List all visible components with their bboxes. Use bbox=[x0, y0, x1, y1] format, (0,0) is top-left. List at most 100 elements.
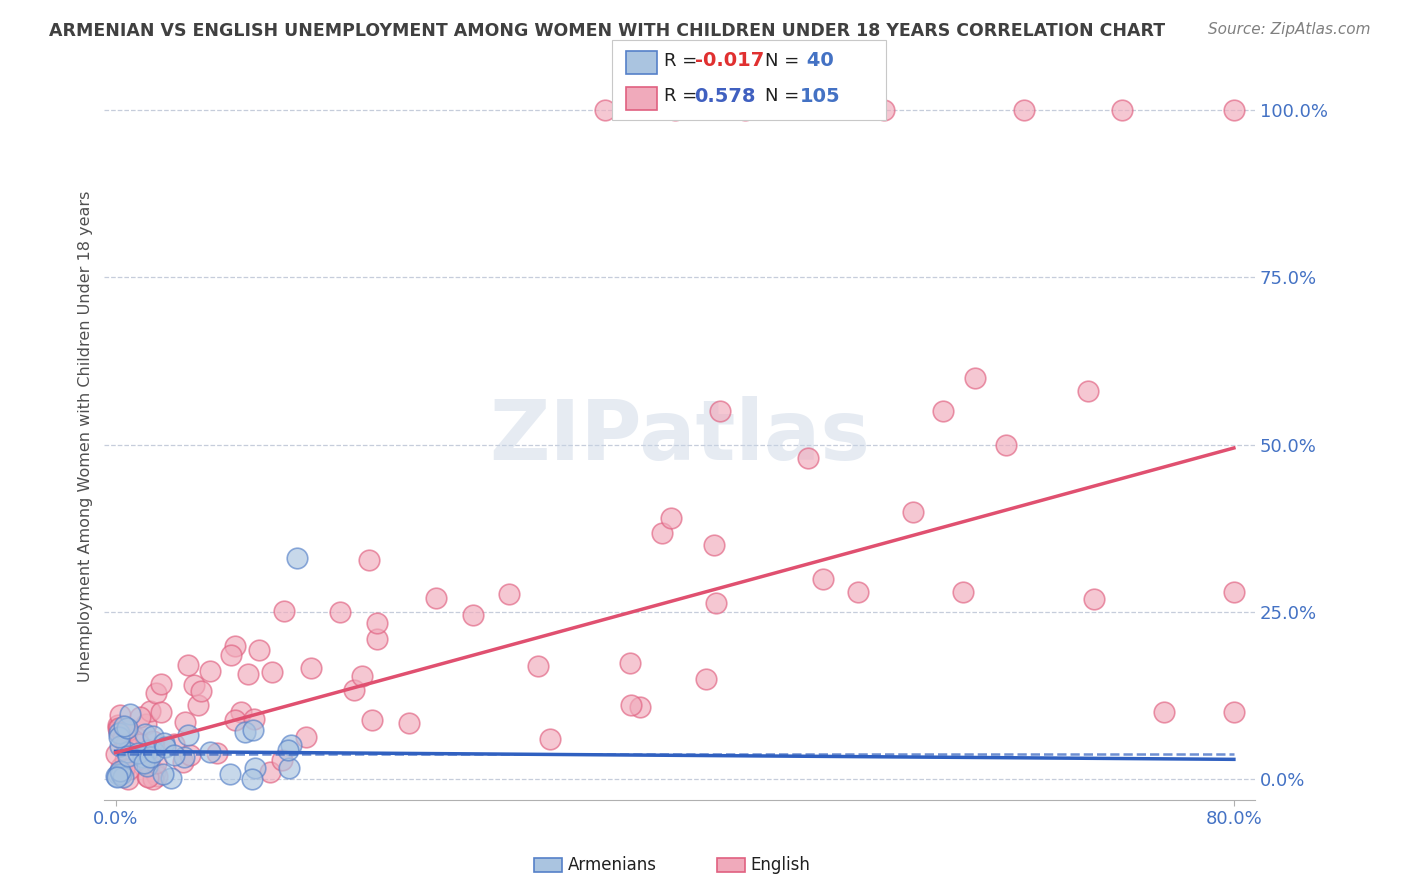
Point bbox=[105, 769, 128, 783]
Point bbox=[704, 596, 727, 610]
Point bbox=[271, 753, 294, 767]
Point bbox=[931, 404, 953, 418]
Point bbox=[145, 756, 167, 770]
Point bbox=[132, 756, 155, 771]
Point bbox=[163, 748, 186, 763]
Point bbox=[695, 673, 717, 687]
Point bbox=[143, 745, 166, 759]
Point bbox=[127, 746, 149, 760]
Point bbox=[224, 639, 246, 653]
Point bbox=[198, 665, 221, 679]
Text: 105: 105 bbox=[800, 87, 841, 106]
Point bbox=[134, 726, 156, 740]
Point bbox=[1012, 103, 1035, 117]
Point bbox=[1083, 591, 1105, 606]
Point bbox=[205, 746, 228, 760]
Point bbox=[117, 745, 139, 759]
Point bbox=[112, 731, 135, 746]
Point bbox=[132, 747, 155, 762]
Point bbox=[142, 734, 165, 748]
Point bbox=[138, 756, 160, 771]
Text: -0.017: -0.017 bbox=[695, 51, 763, 70]
Point bbox=[219, 766, 242, 780]
Point bbox=[136, 742, 159, 756]
Point bbox=[115, 726, 138, 740]
Point bbox=[813, 572, 835, 586]
Text: N =: N = bbox=[765, 52, 804, 70]
Point bbox=[277, 743, 299, 757]
Point bbox=[145, 686, 167, 700]
Point bbox=[425, 591, 447, 605]
Point bbox=[115, 721, 138, 735]
Point bbox=[329, 605, 352, 619]
Text: Source: ZipAtlas.com: Source: ZipAtlas.com bbox=[1208, 22, 1371, 37]
Point bbox=[135, 759, 157, 773]
Point bbox=[285, 551, 308, 566]
Point bbox=[177, 658, 200, 673]
Point bbox=[200, 745, 222, 759]
Point bbox=[659, 510, 682, 524]
Point bbox=[994, 437, 1017, 451]
Point bbox=[221, 648, 243, 662]
Point bbox=[115, 723, 138, 738]
Point bbox=[620, 698, 643, 712]
Point bbox=[873, 103, 896, 117]
Point bbox=[150, 705, 173, 719]
Point bbox=[231, 705, 253, 719]
Point bbox=[242, 723, 264, 738]
Point bbox=[619, 657, 641, 671]
Point bbox=[703, 538, 725, 552]
Point bbox=[110, 767, 132, 781]
Point bbox=[179, 748, 201, 763]
Point bbox=[1077, 384, 1099, 398]
Point bbox=[131, 750, 153, 764]
Point bbox=[350, 669, 373, 683]
Point bbox=[190, 684, 212, 698]
Point bbox=[593, 103, 616, 117]
Point bbox=[461, 608, 484, 623]
Point bbox=[128, 737, 150, 751]
Point bbox=[152, 736, 174, 750]
Point bbox=[278, 761, 301, 775]
Point bbox=[366, 632, 388, 646]
Point bbox=[108, 726, 131, 740]
Point bbox=[108, 725, 131, 739]
Point bbox=[155, 740, 177, 755]
Point bbox=[115, 737, 138, 751]
Text: 0.578: 0.578 bbox=[695, 87, 756, 106]
Point bbox=[173, 715, 195, 730]
Point bbox=[107, 718, 129, 732]
Point bbox=[108, 730, 131, 744]
Point bbox=[262, 665, 284, 679]
Point bbox=[163, 737, 186, 751]
Point bbox=[139, 704, 162, 718]
Point bbox=[108, 764, 131, 778]
Text: 40: 40 bbox=[800, 51, 834, 70]
Point bbox=[1153, 706, 1175, 720]
Point bbox=[398, 715, 420, 730]
Point bbox=[111, 771, 134, 785]
Point bbox=[299, 660, 322, 674]
Point bbox=[150, 676, 173, 690]
Point bbox=[273, 604, 295, 618]
Point bbox=[527, 659, 550, 673]
Point bbox=[236, 666, 259, 681]
Point bbox=[664, 103, 686, 117]
Point bbox=[142, 772, 165, 786]
Point bbox=[538, 731, 561, 746]
Point bbox=[118, 707, 141, 722]
Point bbox=[127, 731, 149, 745]
Point bbox=[110, 760, 132, 774]
Point bbox=[628, 699, 651, 714]
Point bbox=[245, 761, 267, 775]
Point bbox=[242, 712, 264, 726]
Point bbox=[183, 678, 205, 692]
Point bbox=[129, 709, 152, 723]
Point bbox=[187, 698, 209, 712]
Point bbox=[142, 729, 165, 743]
Point bbox=[104, 747, 127, 761]
Point bbox=[172, 755, 194, 769]
Point bbox=[651, 526, 673, 541]
Point bbox=[112, 763, 135, 777]
Point bbox=[240, 772, 263, 786]
